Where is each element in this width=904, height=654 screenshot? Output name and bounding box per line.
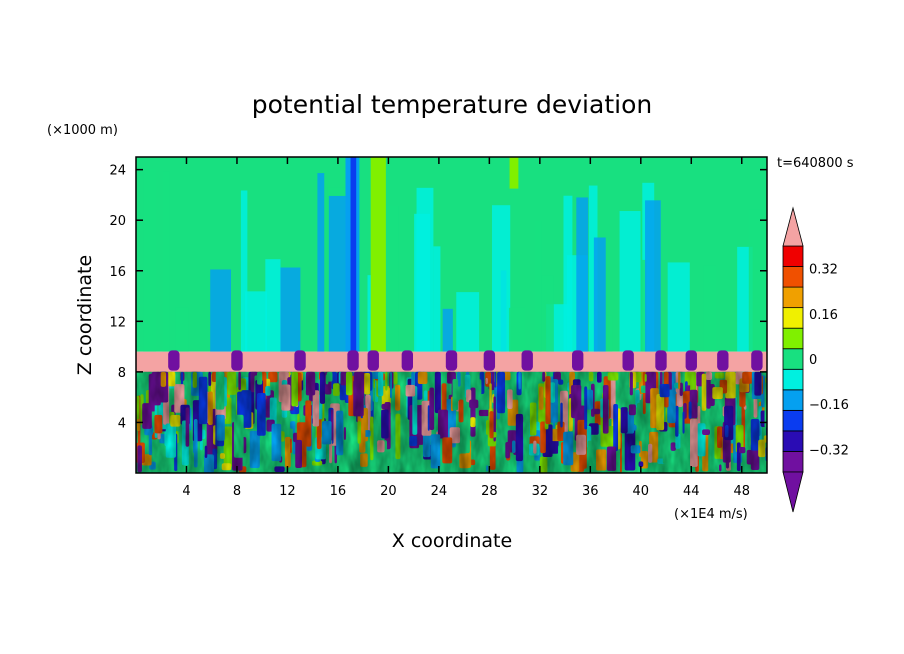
upper-streak: [667, 262, 690, 352]
upper-streak: [508, 307, 526, 352]
colorbar-segment: [782, 245, 804, 267]
plume-cap: [401, 350, 414, 371]
x-tick-label: 12: [279, 484, 296, 499]
x-unit-label: (×1E4 m/s): [674, 507, 748, 522]
plume-cap: [445, 350, 458, 371]
x-tick-label: 40: [633, 484, 650, 499]
upper-streak: [244, 291, 267, 352]
y-tick-label: 16: [109, 265, 126, 280]
plot-frame: [135, 156, 768, 474]
colorbar: 0.32 0.16 0 −0.16 −0.32: [782, 206, 849, 513]
colorbar-tick-label: 0.32: [809, 263, 838, 278]
colorbar-under-arrow: [782, 471, 804, 513]
plume-cap: [294, 350, 306, 371]
upper-streak: [748, 209, 764, 352]
x-tick-label: 28: [481, 484, 498, 499]
plume-cap: [367, 350, 379, 371]
colorbar-tick-label: −0.16: [809, 398, 849, 413]
x-tick-label: 48: [733, 484, 750, 499]
chart-title: potential temperature deviation: [252, 90, 652, 119]
y-axis: 4 8 12 16 20 24: [109, 164, 767, 431]
upper-streak: [703, 265, 717, 352]
upper-streak: [265, 259, 281, 352]
upper-streak: [539, 275, 554, 352]
x-tick-label: 24: [431, 484, 448, 499]
colorbar-segment: [782, 430, 804, 452]
time-label: t=640800 s: [777, 156, 854, 171]
y-unit-label: (×1000 m): [47, 123, 118, 138]
upper-streak: [175, 307, 189, 352]
x-tick-label: 20: [380, 484, 397, 499]
colorbar-segment: [782, 327, 804, 350]
upper-streak: [563, 195, 573, 352]
colorbar-segment: [782, 368, 804, 391]
y-axis-label: Z coordinate: [74, 255, 96, 375]
x-axis: 4 8 12 16 20 24 28 32 36 40 44 48: [182, 157, 750, 499]
y-tick-label: 4: [118, 416, 126, 431]
upper-streak: [433, 246, 441, 352]
x-tick-label: 4: [182, 484, 190, 499]
upper-streak: [588, 185, 598, 352]
top-warm-patch: [509, 157, 519, 189]
strong-column-cold-core: [350, 157, 357, 352]
plume-cap: [572, 350, 584, 371]
x-tick-label: 36: [582, 484, 599, 499]
plume-cap: [717, 350, 729, 371]
plume-cap: [347, 350, 359, 371]
upper-streak: [317, 173, 325, 352]
upper-streak: [491, 205, 511, 352]
colorbar-tick-label: −0.32: [809, 443, 849, 458]
plume-cap: [168, 350, 180, 371]
colorbar-segment: [782, 451, 804, 473]
colorbar-segment: [782, 389, 804, 411]
upper-streak: [576, 197, 589, 352]
plume-cap: [751, 350, 763, 371]
x-axis-label: X coordinate: [392, 530, 512, 552]
upper-streak: [645, 200, 661, 352]
upper-streak: [534, 220, 542, 352]
y-tick-label: 12: [109, 315, 126, 330]
plume-cap: [231, 350, 243, 371]
upper-streak: [143, 168, 157, 352]
plume-cap: [685, 350, 697, 371]
colorbar-segment: [782, 307, 804, 329]
plume-cap: [622, 350, 634, 371]
turbulent-texture: [136, 371, 767, 473]
plot-area: [136, 157, 767, 473]
colorbar-segment: [782, 409, 804, 432]
plume-cap: [483, 350, 496, 371]
colorbar-tick-label: 0: [809, 353, 817, 368]
strong-column-warm: [370, 157, 386, 352]
colorbar-segment: [782, 348, 804, 370]
colorbar-tick-label: 0.16: [809, 308, 838, 323]
colorbar-segment: [782, 286, 804, 309]
upper-streak: [442, 308, 453, 352]
upper-streak: [240, 190, 248, 352]
x-tick-label: 44: [683, 484, 700, 499]
upper-streak: [210, 269, 231, 352]
field-layer: [136, 157, 767, 473]
colorbar-over-arrow: [782, 206, 804, 247]
upper-streak: [593, 237, 606, 352]
upper-streak: [414, 213, 431, 352]
y-tick-label: 20: [109, 214, 126, 229]
colorbar-segment: [782, 266, 804, 288]
x-tick-label: 8: [233, 484, 241, 499]
plume-cap: [521, 350, 533, 371]
y-tick-label: 8: [118, 366, 126, 381]
upper-streak: [761, 194, 767, 352]
upper-streak: [162, 171, 170, 352]
upper-streak: [619, 211, 641, 352]
y-tick-label: 24: [109, 164, 126, 179]
plume-cap: [655, 350, 667, 371]
x-tick-label: 16: [330, 484, 347, 499]
upper-streak: [456, 292, 480, 352]
x-tick-label: 32: [532, 484, 549, 499]
upper-streak: [279, 267, 301, 352]
